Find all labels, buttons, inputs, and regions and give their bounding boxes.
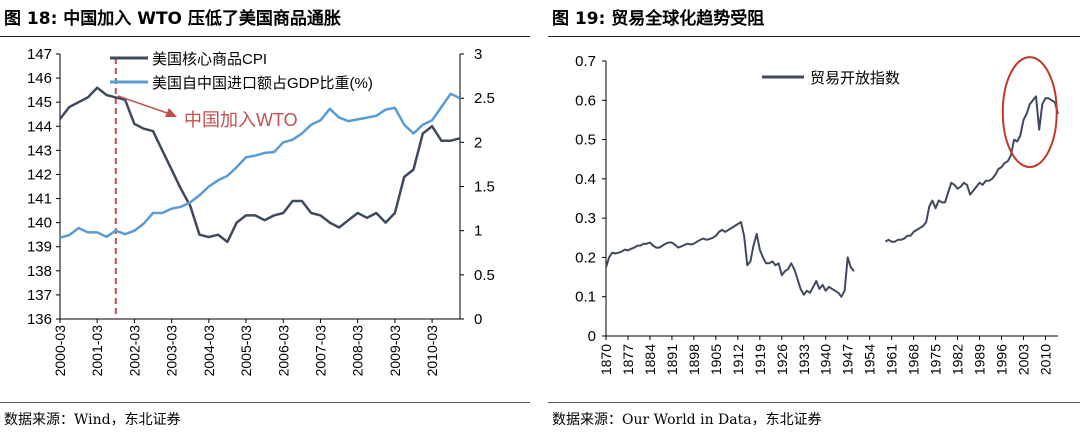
y-tick-label-right: 3 xyxy=(474,46,482,63)
chart-source: 数据来源：Our World in Data，东北证券 xyxy=(552,412,822,428)
x-tick-label: 1919 xyxy=(752,344,768,375)
imports-share-line xyxy=(59,92,461,239)
x-tick-label: 2000-03 xyxy=(52,325,68,377)
x-tick-label: 2010-03 xyxy=(424,325,440,377)
y-tick-label-left: 138 xyxy=(27,263,52,280)
y-tick-label-left: 141 xyxy=(27,191,52,208)
title-divider xyxy=(0,36,530,37)
x-tick-label: 1898 xyxy=(686,344,702,375)
trade-openness-line xyxy=(884,95,1059,243)
chart-title: 图 18: 中国加入 WTO 压低了美国商品通胀 xyxy=(4,9,341,29)
x-tick-label: 1954 xyxy=(862,344,878,375)
x-tick-label: 1947 xyxy=(840,344,856,375)
y-tick-label-right: 0 xyxy=(474,311,482,328)
x-tick-label: 1891 xyxy=(664,344,680,375)
source-divider xyxy=(548,402,1080,403)
y-tick-label: 0.6 xyxy=(575,92,596,109)
title-divider xyxy=(548,36,1080,37)
x-tick-label: 2008-03 xyxy=(350,325,366,377)
x-tick-label: 1926 xyxy=(774,344,790,375)
x-tick-label: 1870 xyxy=(598,344,614,375)
x-tick-label: 1975 xyxy=(928,344,944,375)
y-tick-label-left: 147 xyxy=(27,46,52,63)
x-tick-label: 2004-03 xyxy=(201,325,217,377)
y-tick-label: 0.4 xyxy=(575,171,596,188)
trade-openness-chart: 0 0.1 0.2 0.3 0.4 0.5 0.6 0.7 1870 1877 1884 1891 18… xyxy=(575,53,1059,375)
chart-panel-left: 图 18: 中国加入 WTO 压低了美国商品通胀 136 137 138 139 140… xyxy=(0,0,530,435)
x-tick-label: 2002-03 xyxy=(126,325,142,377)
x-tick-label: 1968 xyxy=(906,344,922,375)
y-tick-label: 0.7 xyxy=(575,53,596,70)
x-tick-label: 1933 xyxy=(796,344,812,375)
y-tick-label-left: 143 xyxy=(27,142,52,159)
x-tick-label: 2001-03 xyxy=(89,325,105,377)
annotation-arrow-shaft xyxy=(117,95,171,115)
x-tick-label: 1884 xyxy=(642,344,658,375)
chart-title: 图 19: 贸易全球化趋势受阻 xyxy=(552,9,765,29)
x-tick-label: 1996 xyxy=(994,344,1010,375)
x-tick-label: 1877 xyxy=(620,344,636,375)
y-tick-label-right: 2.5 xyxy=(474,90,495,107)
x-tick-label: 2007-03 xyxy=(312,325,328,377)
y-tick-label-left: 145 xyxy=(27,94,52,111)
x-tick-label: 1982 xyxy=(950,344,966,375)
y-tick-label-right: 0.5 xyxy=(474,267,495,284)
cpi-vs-imports-chart: 136 137 138 139 140 141 142 143 144 145 146 147 0 0.5… xyxy=(27,46,495,377)
trade-openness-line xyxy=(605,221,855,298)
x-tick-label: 2006-03 xyxy=(275,325,291,377)
y-tick-label-left: 144 xyxy=(27,118,52,135)
x-tick-label: 1961 xyxy=(884,344,900,375)
x-tick-label: 2003-03 xyxy=(164,325,180,377)
legend-label: 美国自中国进口额占GDP比重(%) xyxy=(152,75,373,92)
x-tick-label: 2003 xyxy=(1015,344,1031,375)
y-tick-label-left: 136 xyxy=(27,311,52,328)
chart-source: 数据来源：Wind，东北证券 xyxy=(4,412,181,428)
y-tick-label-right: 1 xyxy=(474,223,482,240)
x-tick-label: 1912 xyxy=(730,344,746,375)
y-tick-label-left: 140 xyxy=(27,215,52,232)
legend-label: 贸易开放指数 xyxy=(810,70,900,87)
y-tick-label-right: 2 xyxy=(474,134,482,151)
core-cpi-line xyxy=(59,86,461,244)
y-tick-label-left: 146 xyxy=(27,70,52,87)
y-tick-label-left: 137 xyxy=(27,287,52,304)
x-tick-label: 1940 xyxy=(818,344,834,375)
y-tick-label: 0 xyxy=(588,328,596,345)
y-tick-label: 0.3 xyxy=(575,210,596,227)
y-tick-label: 0.1 xyxy=(575,289,596,306)
y-tick-label-right: 1.5 xyxy=(474,179,495,196)
chart-panel-right: 图 19: 贸易全球化趋势受阻 0 0.1 0.2 0.3 0.4 0.5 0.6 0.7 18… xyxy=(548,0,1080,435)
highlight-ellipse xyxy=(1001,56,1058,169)
x-tick-label: 2009-03 xyxy=(387,325,403,377)
x-tick-label: 2005-03 xyxy=(238,325,254,377)
x-tick-label: 2010 xyxy=(1037,344,1053,375)
x-tick-label: 1905 xyxy=(708,344,724,375)
x-tick-label: 1989 xyxy=(972,344,988,375)
annotation-arrow-head xyxy=(165,108,177,117)
y-tick-label: 0.2 xyxy=(575,249,596,266)
source-divider xyxy=(0,402,530,403)
annotation-label: 中国加入WTO xyxy=(184,110,298,130)
y-tick-label-left: 139 xyxy=(27,239,52,256)
y-tick-label-left: 142 xyxy=(27,166,52,183)
y-tick-label: 0.5 xyxy=(575,132,596,149)
legend-label: 美国核心商品CPI xyxy=(152,51,267,68)
